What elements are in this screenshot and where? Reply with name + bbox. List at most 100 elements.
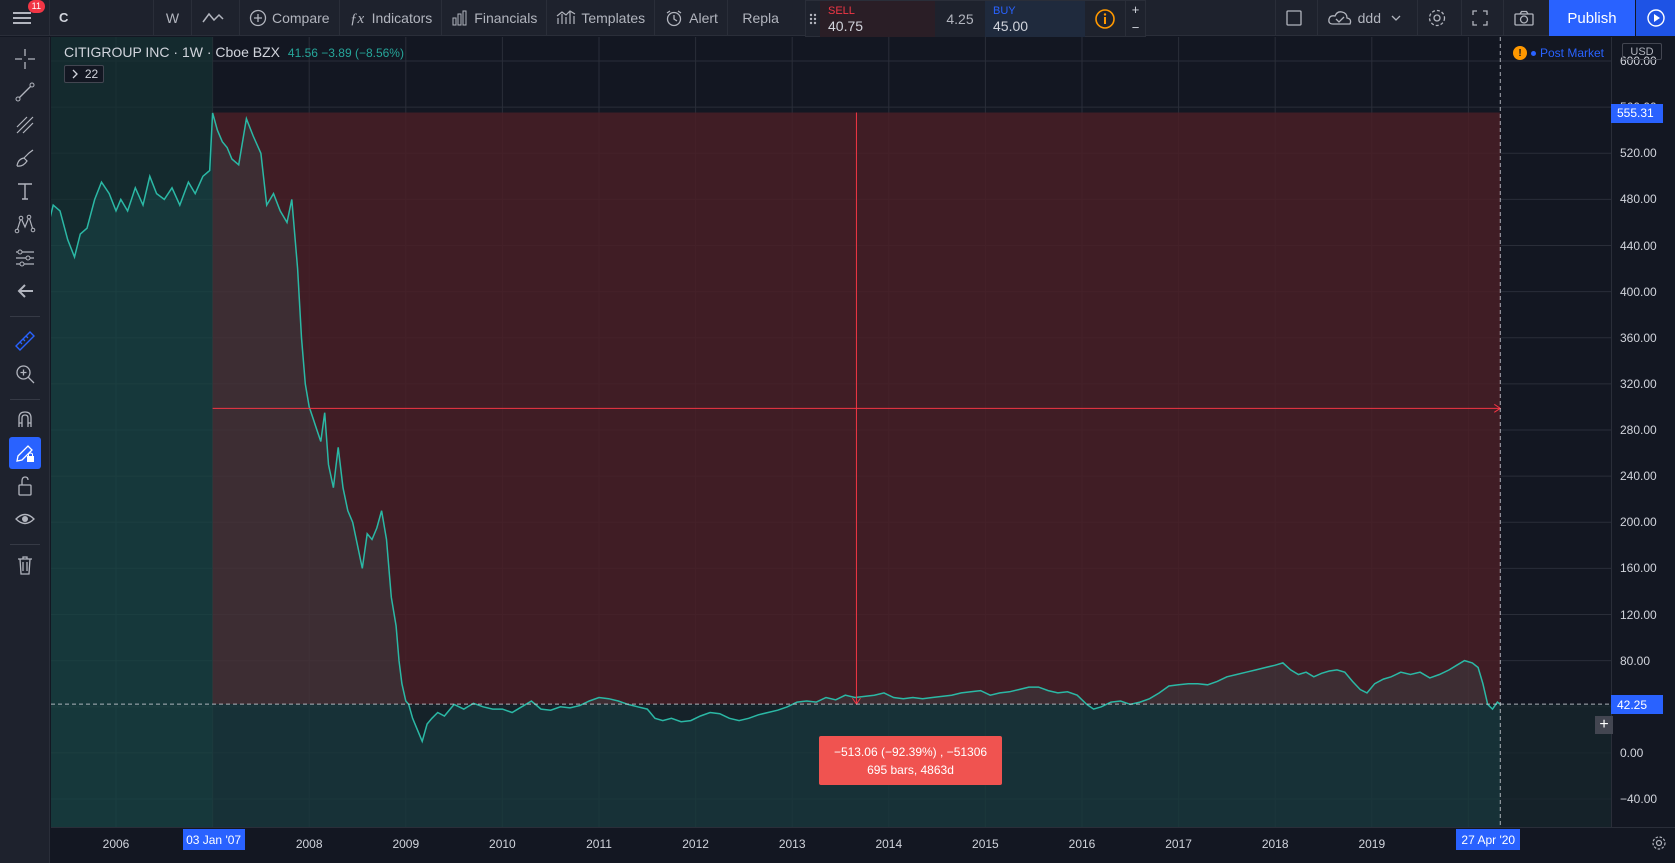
measure-price-change: −513.06 (−92.39%) , −51306 — [833, 744, 988, 759]
trade-info-button[interactable] — [1085, 1, 1125, 36]
grip-dots-icon — [809, 13, 817, 24]
publish-button[interactable]: Publish — [1549, 0, 1635, 36]
info-icon — [1095, 8, 1115, 29]
time-axis[interactable]: 2006 2008 2009 2010 2011 2012 2013 2014 2015 2016… — [51, 827, 1675, 863]
cloud-icon — [1327, 11, 1351, 25]
fullscreen-icon — [1472, 10, 1488, 26]
layout-name: ddd — [1357, 10, 1381, 26]
unlock-icon — [18, 476, 32, 496]
alert-label: Alert — [689, 9, 718, 26]
current-price-tag: 42.25 — [1611, 695, 1663, 715]
symbol-title[interactable]: CITIGROUP INC · 1W · Cboe BZX — [64, 44, 280, 60]
high-price-tag: 555.31 — [1611, 103, 1663, 123]
ruler-icon — [15, 331, 35, 351]
price-tick-label: 440.00 — [1620, 238, 1657, 253]
range-end-date-tag: 27 Apr '20 — [1456, 829, 1521, 850]
post-market-label: Post Market — [1540, 46, 1605, 60]
financials-button[interactable]: Financials — [442, 0, 548, 36]
measure-bars-duration: 695 bars, 4863d — [867, 762, 954, 777]
sell-button[interactable]: SELL 40.75 — [820, 1, 935, 37]
buy-button[interactable]: BUY 45.00 — [985, 1, 1085, 37]
price-chart[interactable] — [51, 37, 1611, 827]
price-tick-label: 160.00 — [1620, 561, 1657, 576]
text-tool[interactable] — [9, 175, 41, 207]
trading-panel: SELL 40.75 4.25 BUY 45.00 + − — [805, 0, 1146, 37]
stay-in-drawing-mode-tool[interactable] — [9, 437, 41, 469]
pattern-tool[interactable] — [9, 208, 41, 240]
brush-tool[interactable] — [9, 142, 41, 174]
templates-button[interactable]: Templates — [547, 0, 656, 36]
time-tick-label: 2008 — [295, 837, 323, 851]
select-layout-button[interactable] — [1274, 0, 1317, 36]
range-start-date-tag: 03 Jan '07 — [182, 829, 245, 850]
price-change: 41.56 −3.89 (−8.56%) — [287, 46, 404, 60]
time-tick-label: 2012 — [682, 837, 709, 851]
post-market-status[interactable]: ! Post Market — [1513, 46, 1604, 60]
time-tick-label: 2017 — [1165, 837, 1192, 851]
add-alert-plus-icon[interactable]: + — [1595, 716, 1613, 734]
pitchfork-icon — [16, 116, 34, 134]
bar-chart-icon — [452, 10, 467, 25]
indicator-count: 22 — [84, 67, 99, 81]
compare-button[interactable]: Compare — [240, 0, 340, 36]
fullscreen-button[interactable] — [1461, 0, 1503, 36]
buy-label: BUY — [993, 4, 1016, 17]
lock-drawings-tool[interactable] — [9, 470, 41, 502]
snapshot-button[interactable] — [1503, 0, 1549, 36]
price-tick-label: 400.00 — [1620, 284, 1657, 299]
price-tick-label: −40.00 — [1620, 792, 1658, 806]
trend-line-tool[interactable] — [9, 76, 41, 108]
price-tick-label: 240.00 — [1620, 469, 1657, 484]
increase-button[interactable]: + — [1131, 2, 1140, 18]
measure-tool[interactable] — [9, 325, 41, 357]
prediction-tool[interactable] — [9, 242, 41, 274]
pattern-icon — [14, 214, 36, 234]
indicators-button[interactable]: ƒx Indicators — [340, 0, 443, 36]
alert-button[interactable]: Alert — [655, 0, 728, 36]
gear-icon — [1428, 9, 1446, 27]
time-tick-label: 2018 — [1261, 837, 1289, 851]
time-tick-label: 2010 — [489, 837, 516, 851]
price-tick-label: 80.00 — [1620, 653, 1651, 668]
chart-pane[interactable] — [51, 37, 1611, 827]
layout-save-button[interactable]: ddd — [1316, 0, 1417, 36]
chevron-down-icon — [1391, 15, 1401, 21]
price-tick-label: 120.00 — [1620, 607, 1657, 622]
templates-icon — [556, 9, 576, 24]
replay-button[interactable]: Repla — [728, 0, 788, 36]
interval-button[interactable]: W — [154, 0, 192, 36]
price-tick-label: 320.00 — [1620, 376, 1657, 391]
magnet-icon — [18, 411, 32, 427]
price-tick-label: 0.00 — [1620, 745, 1644, 760]
hide-drawings-tool[interactable] — [9, 503, 41, 535]
templates-label: Templates — [581, 9, 646, 26]
trash-icon — [18, 556, 32, 575]
square-icon — [1285, 10, 1302, 26]
publish-menu-button[interactable] — [1635, 0, 1675, 36]
magnet-tool[interactable] — [9, 403, 41, 435]
time-tick-label: 2014 — [875, 837, 903, 851]
financials-label: Financials — [474, 9, 538, 26]
drag-handle[interactable] — [806, 1, 820, 36]
settings-button[interactable] — [1417, 0, 1461, 36]
indicators-toggle[interactable]: 22 — [64, 65, 104, 83]
decrease-button[interactable]: − — [1131, 19, 1140, 35]
pencil-lock-icon — [16, 445, 34, 462]
crosshair-tool[interactable] — [9, 43, 41, 75]
remove-drawings-tool[interactable] — [9, 549, 41, 581]
spread-value: 4.25 — [935, 1, 985, 37]
fib-tool[interactable] — [9, 109, 41, 141]
chevron-right-icon — [72, 69, 78, 79]
price-tick-label: 280.00 — [1620, 423, 1657, 437]
currency-label[interactable]: USD — [1622, 43, 1662, 60]
time-tick-label: 2015 — [972, 837, 999, 851]
buy-price: 45.00 — [993, 17, 1029, 34]
zoom-tool[interactable] — [9, 358, 41, 390]
back-tool[interactable] — [9, 275, 41, 307]
axis-settings-gear-icon[interactable] — [1651, 835, 1667, 851]
main-menu-button[interactable]: 11 — [0, 0, 50, 36]
compare-label: Compare — [272, 9, 330, 26]
symbol-search-input[interactable]: C — [50, 0, 154, 36]
chart-type-button[interactable] — [192, 0, 240, 36]
right-toolbar: ddd Publish — [1274, 0, 1675, 36]
